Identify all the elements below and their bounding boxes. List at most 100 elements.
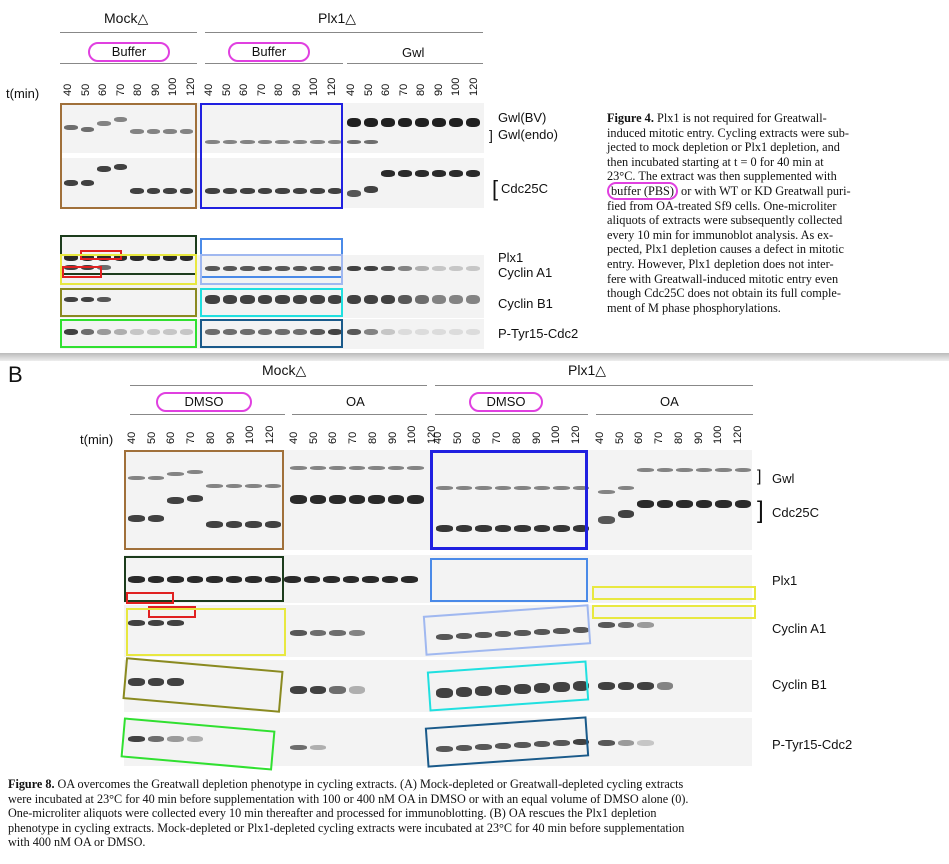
- blot-band: [381, 329, 395, 335]
- time-tick-label: 70: [347, 431, 360, 444]
- blot-band: [290, 686, 307, 694]
- time-tick-label: 120: [325, 77, 338, 96]
- blot-band: [167, 678, 184, 686]
- blot-band: [327, 140, 342, 144]
- time-tick-label: 50: [79, 83, 92, 96]
- blot-band: [381, 576, 398, 583]
- blot-band: [398, 266, 412, 271]
- blot-band: [292, 140, 307, 144]
- time-tick-label: 120: [184, 77, 197, 96]
- blot-band: [598, 682, 615, 690]
- panel-a-plx1-header: Plx1△: [318, 10, 357, 26]
- blot-band: [205, 295, 220, 304]
- blot-band: [206, 521, 223, 528]
- blot-band: [222, 295, 237, 304]
- time-tick-label: 90: [224, 431, 237, 444]
- time-tick-label: 80: [366, 431, 379, 444]
- blot-band: [514, 525, 531, 532]
- blot-band: [449, 170, 463, 177]
- blot-band: [475, 525, 492, 532]
- blot-band: [264, 576, 281, 583]
- time-tick-label: 60: [97, 83, 109, 96]
- blot-band: [494, 631, 511, 637]
- time-tick-label: 70: [185, 431, 198, 444]
- label-b-cdc25c: Cdc25C: [772, 505, 819, 520]
- blot-band: [97, 254, 111, 261]
- blot-band: [364, 329, 378, 335]
- blot-band: [113, 117, 127, 122]
- time-tick-label: 100: [550, 425, 563, 444]
- box-b-mock-cyclin-a1: [126, 608, 286, 656]
- blot-band: [128, 576, 145, 583]
- time-tick-label: 120: [731, 425, 744, 444]
- blot-band: [222, 140, 237, 144]
- time-tick-label: 100: [712, 425, 725, 444]
- time-tick-label: 60: [380, 83, 392, 96]
- blot-band: [432, 170, 446, 177]
- caption-line: every 10 min for immunoblot analysis. As…: [607, 227, 834, 242]
- yellow-box-b-cyclin: [592, 605, 756, 619]
- buffer-pill-1: Buffer: [88, 42, 170, 62]
- blot-band: [310, 329, 325, 335]
- label-ptyr: P-Tyr15-Cdc2: [498, 326, 579, 341]
- blot-band: [64, 180, 78, 186]
- blot-band: [533, 629, 550, 635]
- blot-band: [455, 633, 472, 639]
- blot-band: [415, 295, 429, 304]
- blot-band: [292, 188, 307, 194]
- time-tick-label: 50: [220, 83, 233, 96]
- blot-band: [147, 515, 164, 522]
- time-tick-label: 100: [450, 77, 462, 96]
- blot-band: [364, 295, 378, 304]
- buffer-pill-2: Buffer: [228, 42, 310, 62]
- caption-line: 23°C. The extract was then supplemented …: [607, 169, 837, 184]
- blot-band: [617, 682, 634, 690]
- blot-band: [130, 188, 144, 194]
- oa-header-1: OA: [346, 394, 365, 409]
- time-tick-label: 80: [204, 431, 217, 444]
- blot-band: [553, 682, 570, 692]
- blot-band: [514, 742, 531, 748]
- blot-band: [494, 685, 511, 695]
- red-box-b-2: [148, 606, 196, 618]
- label-b-gwl: Gwl: [772, 471, 795, 486]
- blot-band: [436, 688, 453, 698]
- blot-band: [257, 188, 272, 194]
- box-plx1-cyclin-b1: [200, 288, 343, 317]
- time-tick-label: 90: [149, 83, 162, 96]
- blot-band: [167, 620, 184, 626]
- box-mock-gwl-cdc25c: [60, 103, 197, 209]
- time-tick-label: 100: [406, 425, 419, 444]
- blot-band: [553, 628, 570, 634]
- label-cyclin-b1: Cyclin B1: [498, 296, 553, 311]
- blot-band: [205, 266, 220, 271]
- blot-band: [222, 188, 237, 194]
- yellow-box-b-plx1: [592, 586, 756, 600]
- caption-line: entry. However, Plx1 depletion does not …: [607, 256, 834, 271]
- blot-band: [205, 188, 220, 194]
- time-tick-label: 100: [244, 425, 257, 444]
- blot-band: [163, 188, 177, 194]
- time-tick-label: 60: [238, 83, 250, 96]
- blot-cyclin-b1: [60, 288, 484, 318]
- blot-band: [598, 516, 615, 524]
- blot-band: [368, 495, 385, 504]
- blot-band: [348, 686, 365, 694]
- blot-band: [598, 622, 615, 628]
- blot-band: [415, 329, 429, 335]
- blot-band: [64, 329, 78, 335]
- blot-band: [432, 295, 446, 304]
- blot-band: [398, 170, 412, 177]
- blot-ptyr: [60, 319, 484, 349]
- blot-band: [310, 188, 325, 194]
- figure-8-title: Figure 8.: [8, 777, 55, 791]
- blot-band: [533, 683, 550, 693]
- blot-band: [163, 129, 177, 134]
- blot-band: [245, 521, 262, 528]
- blot-band: [407, 495, 424, 504]
- caption-line: induced mitotic entry. Cycling extracts …: [607, 125, 849, 140]
- blot-band: [225, 521, 242, 528]
- blot-band: [245, 576, 262, 583]
- blot-band: [97, 121, 111, 126]
- blot-band: [167, 472, 184, 476]
